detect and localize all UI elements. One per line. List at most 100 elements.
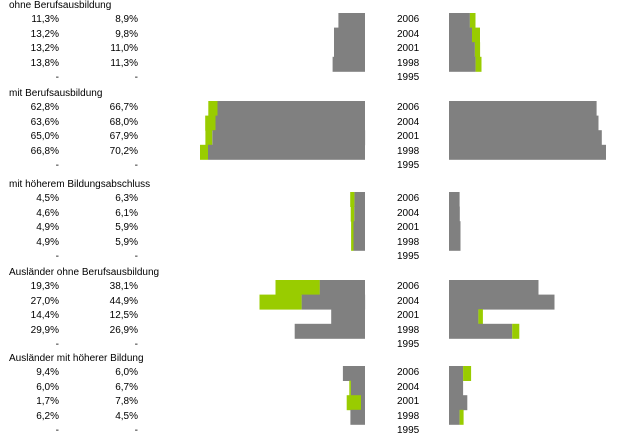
right-bar-gray [449,409,460,425]
left-bar-green [346,395,361,411]
year-label: 2006 [397,102,420,113]
right-bar-gray [449,280,539,295]
group-title: mit Berufsausbildung [9,88,103,99]
value-label-1: 1,7% [36,396,59,408]
value-label-1: - [55,251,59,263]
value-label-1: 4,9% [36,222,59,234]
year-label: 2001 [397,131,420,143]
value-label-2: 9,8% [115,28,138,40]
value-label-2: 4,5% [115,410,138,422]
right-bar-gray [449,192,460,207]
year-label: 2001 [397,222,420,234]
year-label: 2004 [397,381,420,393]
right-bar-green [472,27,480,43]
value-label-1: 65,0% [30,131,59,143]
value-label-1: 19,3% [30,281,59,292]
value-label-1: - [55,425,59,437]
year-label: 2006 [397,14,420,25]
left-bar-green [351,235,354,251]
value-label-1: 4,5% [36,193,59,204]
left-bar-gray [350,409,365,425]
year-label: 1998 [397,410,420,422]
left-bar-gray [354,192,365,207]
value-label-2: - [134,72,138,84]
left-bar-gray [353,235,365,251]
value-label-1: 66,8% [30,145,59,157]
right-bar-green [459,409,464,425]
value-label-2: 5,9% [115,236,138,248]
value-label-2: 8,9% [115,14,138,25]
left-bar-green [205,115,216,131]
year-label: 1998 [397,57,420,69]
right-bar-gray [449,366,464,381]
left-bar-gray [208,144,365,160]
group-title: mit höherem Bildungsabschluss [9,179,151,190]
right-bar-gray [449,395,468,411]
value-label-1: - [55,72,59,84]
value-label-2: 38,1% [109,281,138,292]
left-bar-gray [319,280,365,295]
value-label-2: 11,0% [110,43,138,55]
right-bar-green [469,13,476,28]
value-label-1: 63,6% [30,116,59,128]
right-bar-gray [449,27,472,43]
year-label: 2006 [397,193,420,204]
left-bar-green [349,380,351,396]
right-bar-gray [449,144,606,160]
value-label-1: 9,4% [36,367,59,378]
left-bar-gray [334,27,365,43]
value-label-1: 62,8% [30,102,59,113]
value-label-2: 66,7% [109,102,138,113]
left-bar-gray [342,366,365,381]
year-label: 2006 [397,367,420,378]
year-label: 1995 [397,425,420,437]
value-label-1: - [55,160,59,172]
value-label-1: 13,2% [30,28,59,40]
left-bar-green [350,192,355,207]
right-bar-gray [449,13,470,28]
right-bar-gray [449,42,475,58]
year-label: 1995 [397,160,420,172]
left-bar-gray [217,101,365,116]
left-bar-green [200,144,208,160]
left-bar-gray [215,115,365,131]
value-label-1: 13,2% [30,43,59,55]
value-label-1: - [55,339,59,351]
value-label-2: - [134,251,138,263]
left-bar-gray [334,42,365,58]
group-title: Ausländer mit höherer Bildung [9,353,144,364]
left-bar-green [351,221,354,237]
value-label-2: 26,9% [109,324,138,336]
value-label-2: 5,9% [115,222,138,234]
right-bar-green [463,366,472,381]
value-label-2: 70,2% [109,145,138,157]
value-label-2: 6,0% [115,367,138,378]
right-bar-gray [449,130,602,146]
right-bar-gray [449,294,555,310]
value-label-2: 11,3% [110,57,138,69]
right-bar-gray [449,101,597,116]
right-bar-gray [449,323,513,339]
value-label-2: - [134,425,138,437]
year-label: 2001 [397,310,420,322]
value-label-1: 6,0% [36,381,59,393]
right-bar-green [475,56,482,72]
value-label-1: 4,9% [36,236,59,248]
group-title: ohne Berufsausbildung [9,0,112,11]
left-bar-gray [350,380,365,396]
year-label: 1998 [397,145,420,157]
right-bar-gray [449,235,461,251]
value-label-1: 11,3% [31,14,59,25]
left-bar-green [205,130,213,146]
year-label: 2001 [397,396,420,408]
year-label: 2006 [397,281,420,292]
year-label: 1995 [397,339,420,351]
value-label-2: 68,0% [109,116,138,128]
value-label-2: 6,7% [115,381,138,393]
value-label-2: 6,1% [115,207,138,219]
value-label-1: 4,6% [36,207,59,219]
left-bar-gray [353,221,365,237]
year-label: 2004 [397,28,420,40]
right-bar-gray [449,56,476,72]
